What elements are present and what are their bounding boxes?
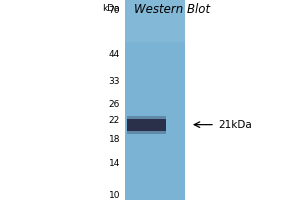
Text: 21kDa: 21kDa — [218, 120, 252, 130]
Text: 26: 26 — [109, 100, 120, 109]
Bar — [127, 116, 166, 134]
Text: 18: 18 — [109, 135, 120, 144]
Text: 10: 10 — [109, 191, 120, 200]
Text: 14: 14 — [109, 159, 120, 168]
Text: 22: 22 — [109, 116, 120, 125]
Bar — [125, 0, 185, 200]
Bar — [125, 0, 185, 42]
Text: kDa: kDa — [102, 4, 120, 13]
Text: 33: 33 — [109, 77, 120, 86]
Text: 70: 70 — [109, 6, 120, 15]
Bar — [127, 119, 166, 131]
Text: 44: 44 — [109, 50, 120, 59]
Text: Western Blot: Western Blot — [134, 3, 211, 16]
